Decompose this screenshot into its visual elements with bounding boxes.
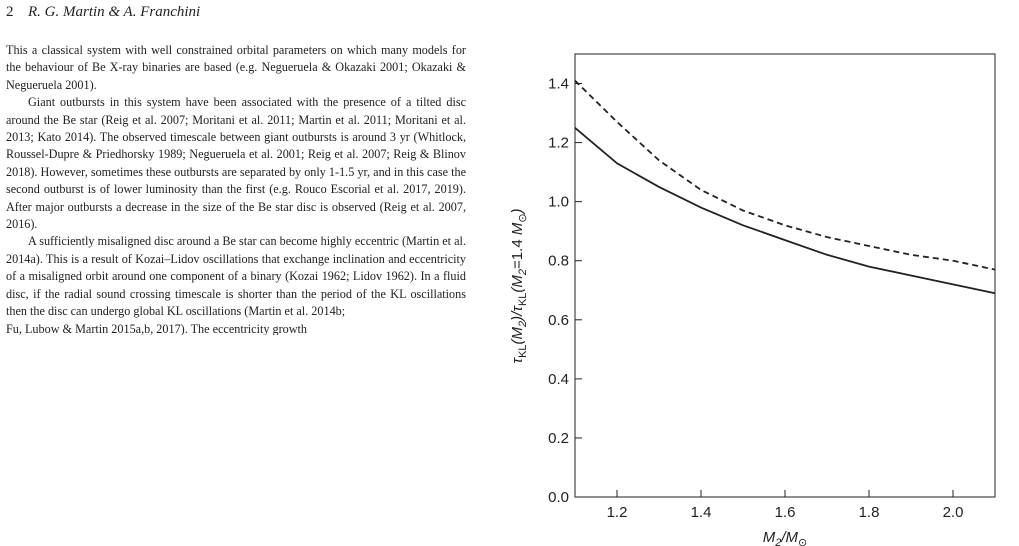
y-tick-label: 0.6 — [548, 312, 569, 329]
running-authors: R. G. Martin & A. Franchini — [28, 4, 201, 20]
line-chart: 1.2 1.4 1.6 1.8 2.00.00.20.40.60.81.01.21.4 … — [509, 53, 996, 546]
y-tick-label: 1.2 — [548, 135, 569, 152]
x-tick-label: 2.0 — [943, 504, 964, 521]
x-tick-label: 1.6 — [775, 504, 796, 521]
x-axis-label: M2/M⊙ — [763, 529, 808, 546]
y-tick-label: 0.0 — [548, 489, 569, 506]
y-tick-label: 0.4 — [548, 371, 569, 388]
page-header: 2 R. G. Martin & A. Franchini — [6, 4, 200, 21]
paragraph-3: A sufficiently misaligned disc around a … — [6, 234, 466, 319]
paragraph-2: Giant outbursts in this system have been… — [6, 95, 466, 232]
y-tick-label: 0.8 — [548, 253, 569, 270]
paragraph-4-fragment: Fu, Lubow & Martin 2015a,b, 2017). The e… — [6, 321, 308, 335]
x-tick-label: 1.4 — [691, 504, 712, 521]
body-text: This a classical system with well constr… — [6, 42, 466, 335]
x-tick-label: 1.8 — [859, 504, 880, 521]
paragraph-1: This a classical system with well constr… — [6, 43, 466, 92]
series-line-dashed — [574, 79, 996, 271]
figure: 1.2 1.4 1.6 1.8 2.0 0.0 0.2 0.4 0.6 0.8 1.0 1.2 1.4 … — [480, 28, 1019, 546]
plot-frame — [574, 53, 996, 498]
y-tick-label: 0.2 — [548, 430, 569, 447]
x-tick-label: 1.2 — [607, 504, 628, 521]
y-tick-label: 1.4 — [548, 76, 569, 93]
y-axis-label: τKL(M2)/τKL(M2=1.4 M⊙) — [509, 208, 529, 363]
page-number: 2 — [6, 4, 14, 20]
series-line-solid — [574, 127, 996, 295]
y-tick-label: 1.0 — [548, 194, 569, 211]
